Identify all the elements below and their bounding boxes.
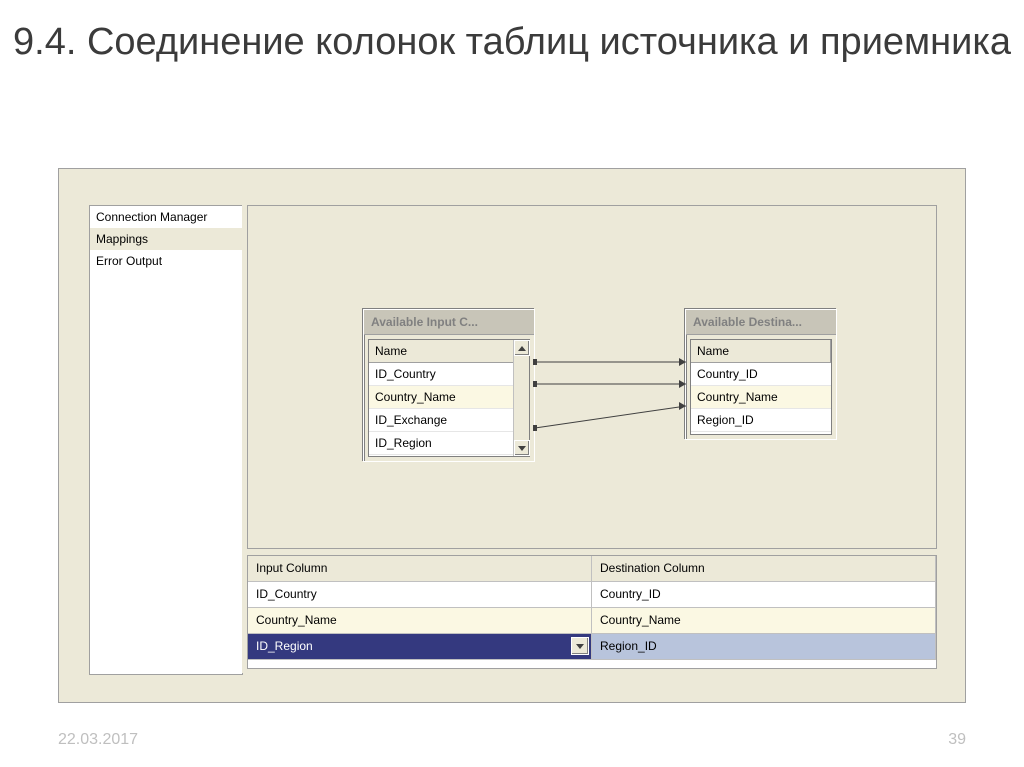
- dest-row[interactable]: Country_Name: [691, 386, 831, 409]
- mapping-grid: Input Column Destination Column ID_Count…: [247, 555, 937, 669]
- input-columns-listbox[interactable]: Name ID_CountryCountry_NameID_ExchangeID…: [368, 339, 530, 457]
- input-scrollbar[interactable]: [513, 340, 529, 456]
- footer-page: 39: [948, 731, 966, 749]
- grid-row[interactable]: ID_RegionRegion_ID: [248, 634, 936, 660]
- sidebar-item-error-output[interactable]: Error Output: [90, 250, 242, 272]
- input-list-header[interactable]: Name: [369, 340, 529, 363]
- input-row[interactable]: ID_Exchange: [369, 409, 529, 432]
- grid-cell-destination[interactable]: Country_Name: [592, 608, 936, 634]
- sidebar-item-connection-manager[interactable]: Connection Manager: [90, 206, 242, 228]
- scroll-up-icon[interactable]: [514, 340, 530, 356]
- sidebar-item-mappings[interactable]: Mappings: [90, 228, 242, 250]
- grid-cell-input[interactable]: ID_Region: [248, 634, 592, 660]
- scroll-down-icon[interactable]: [514, 440, 530, 456]
- footer-date: 22.03.2017: [58, 731, 138, 749]
- dest-row[interactable]: Country_ID: [691, 363, 831, 386]
- destination-columns-listbox[interactable]: Name Country_IDCountry_NameRegion_ID: [690, 339, 832, 435]
- grid-cell-input[interactable]: Country_Name: [248, 608, 592, 634]
- grid-row[interactable]: Country_NameCountry_Name: [248, 608, 936, 634]
- input-row[interactable]: ID_Region: [369, 432, 529, 455]
- grid-header-row: Input Column Destination Column: [248, 556, 936, 582]
- input-panel-title: Available Input C...: [364, 310, 534, 335]
- grid-cell-destination[interactable]: Country_ID: [592, 582, 936, 608]
- dest-list-header[interactable]: Name: [691, 340, 831, 363]
- destination-columns-panel: Available Destina... Name Country_IDCoun…: [685, 309, 837, 440]
- input-row[interactable]: Country_Name: [369, 386, 529, 409]
- grid-cell-destination[interactable]: Region_ID: [592, 634, 936, 660]
- grid-header-destination[interactable]: Destination Column: [592, 556, 936, 582]
- dialog-frame: Connection Manager Mappings Error Output…: [58, 168, 966, 703]
- dest-row[interactable]: Region_ID: [691, 409, 831, 432]
- mapping-area: Available Input C... Name ID_CountryCoun…: [247, 205, 937, 549]
- grid-row[interactable]: ID_CountryCountry_ID: [248, 582, 936, 608]
- dialog-inner: Connection Manager Mappings Error Output…: [89, 205, 937, 673]
- dropdown-icon[interactable]: [571, 637, 589, 655]
- dest-panel-title: Available Destina...: [686, 310, 836, 335]
- grid-header-input[interactable]: Input Column: [248, 556, 592, 582]
- input-columns-panel: Available Input C... Name ID_CountryCoun…: [363, 309, 535, 462]
- input-row[interactable]: ID_Country: [369, 363, 529, 386]
- grid-cell-input[interactable]: ID_Country: [248, 582, 592, 608]
- slide-title: 9.4. Соединение колонок таблиц источника…: [0, 18, 1024, 67]
- sidebar: Connection Manager Mappings Error Output: [89, 205, 243, 675]
